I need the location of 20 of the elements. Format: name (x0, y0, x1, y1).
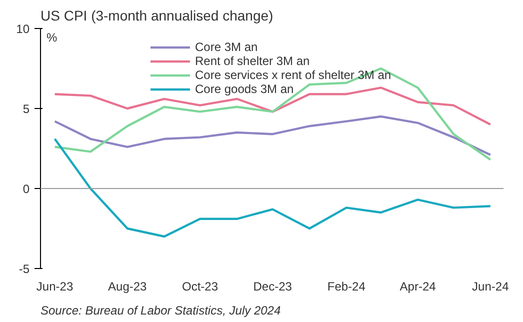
source-note: Source: Bureau of Labor Statistics, July 2024 (40, 304, 281, 318)
x-tick-label: Oct-23 (182, 280, 218, 294)
legend-label: Rent of shelter 3M an (195, 54, 310, 68)
x-tick-label: Apr-24 (400, 280, 436, 294)
x-tick-label: Aug-23 (108, 280, 148, 294)
line-series (54, 67, 492, 161)
x-tick-label: Jun-23 (36, 280, 74, 294)
x-tick-label: Dec-23 (253, 280, 292, 294)
y-axis-title: % (46, 30, 58, 44)
legend-label: Core 3M an (195, 40, 258, 54)
x-tick-label: Feb-24 (327, 280, 366, 294)
y-tick-label: 5 (22, 102, 30, 116)
legend-label: Core goods 3M an (195, 82, 294, 96)
y-tick-label: 10 (16, 22, 30, 36)
y-tick-label: 0 (22, 182, 30, 196)
x-tick-label: Jun-24 (472, 280, 510, 294)
chart-title: US CPI (3-month annualised change) (40, 8, 274, 24)
line-series (54, 115, 492, 156)
line-series (54, 138, 492, 238)
y-tick-label: -5 (18, 262, 30, 276)
